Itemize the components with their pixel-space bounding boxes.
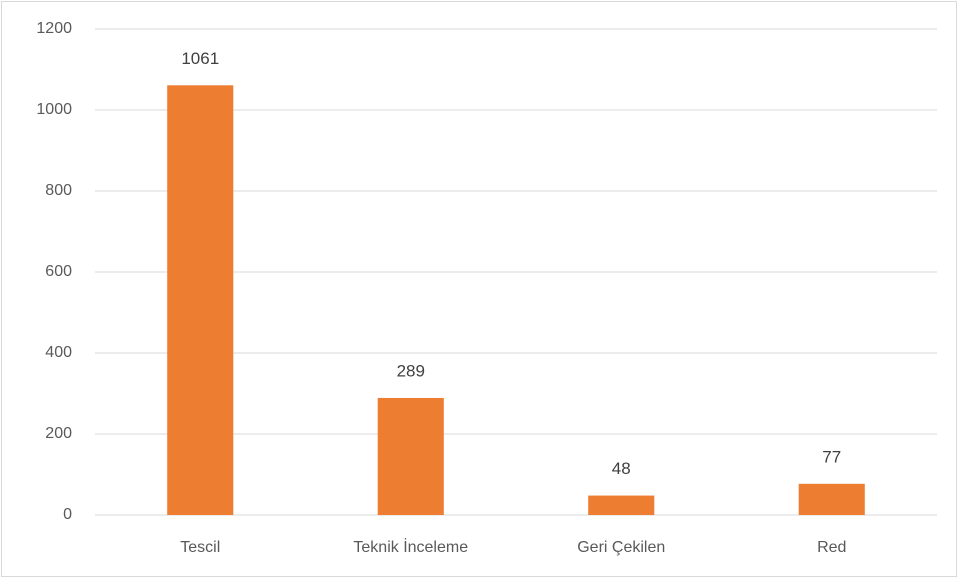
bar xyxy=(588,495,655,515)
bar xyxy=(798,483,865,515)
y-tick-label: 400 xyxy=(45,344,72,361)
y-tick-label: 200 xyxy=(45,425,72,442)
y-tick-label: 800 xyxy=(45,182,72,199)
y-tick-label: 1000 xyxy=(36,101,72,118)
x-tick-label: Red xyxy=(817,539,846,556)
y-tick-label: 1200 xyxy=(36,20,72,37)
bar xyxy=(377,397,444,515)
y-tick-label: 0 xyxy=(63,506,72,523)
y-tick-label: 600 xyxy=(45,263,72,280)
data-label: 289 xyxy=(397,361,425,380)
x-tick-label: Teknik İnceleme xyxy=(353,537,468,556)
x-tick-label: Tescil xyxy=(180,539,220,556)
data-label: 77 xyxy=(822,447,841,466)
data-label: 48 xyxy=(612,459,631,478)
bar xyxy=(167,85,234,516)
data-label: 1061 xyxy=(181,49,219,68)
x-tick-label: Geri Çekilen xyxy=(577,539,665,556)
